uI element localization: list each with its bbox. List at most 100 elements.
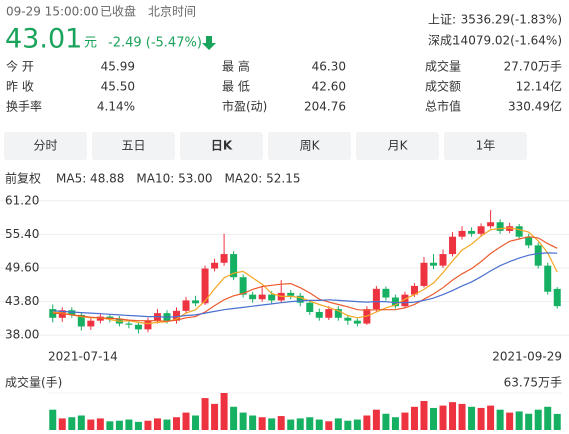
price: 43.01 bbox=[5, 24, 82, 55]
volume-bar bbox=[534, 409, 542, 430]
volume-bar bbox=[49, 409, 57, 430]
candle-body bbox=[77, 314, 85, 327]
volume-bar bbox=[249, 415, 257, 430]
stat-label: 最 低 bbox=[222, 80, 250, 94]
candle-body bbox=[87, 320, 95, 327]
status: 已收盘 bbox=[100, 4, 136, 19]
volume-bar bbox=[173, 417, 180, 430]
volume-bar bbox=[439, 405, 447, 430]
tab-label[interactable]: 分时 bbox=[33, 139, 57, 153]
volume-bar bbox=[220, 393, 228, 430]
stat-label: 总市值 bbox=[425, 99, 461, 114]
tab-label[interactable]: 周K bbox=[300, 139, 321, 153]
stat-label: 市盈(动) bbox=[222, 99, 267, 114]
candle-body bbox=[515, 226, 523, 237]
volume-bar bbox=[306, 417, 314, 430]
stat-value: 4.14% bbox=[97, 100, 135, 114]
candle-body bbox=[201, 268, 209, 304]
tab-label[interactable]: 月K bbox=[388, 139, 409, 153]
candle-body bbox=[534, 245, 542, 266]
candle-body bbox=[249, 294, 257, 300]
candle-body bbox=[382, 288, 390, 298]
volume-bar bbox=[239, 412, 247, 430]
candle-body bbox=[192, 300, 200, 304]
tab-label[interactable]: 五日 bbox=[121, 139, 145, 153]
tab[interactable] bbox=[4, 132, 87, 160]
volume-bar bbox=[525, 413, 533, 430]
stat-label: 今 开 bbox=[6, 59, 34, 74]
volume-bar bbox=[287, 419, 295, 430]
ma-line bbox=[52, 227, 558, 325]
candle-body bbox=[372, 288, 380, 310]
index-value: 14079.02(-1.64%) bbox=[453, 34, 562, 48]
legend-entry: MA20: 52.15 bbox=[224, 172, 300, 186]
candle-body bbox=[182, 300, 190, 311]
volume-bar bbox=[68, 417, 76, 430]
volume-bar bbox=[468, 406, 476, 430]
volume-bar bbox=[296, 418, 304, 430]
tab[interactable] bbox=[268, 132, 351, 160]
candle-body bbox=[553, 288, 561, 307]
index-value: 3536.29(-1.83%) bbox=[461, 13, 562, 27]
time: 09-29 15:00:00 bbox=[6, 5, 99, 19]
volume-bar bbox=[353, 419, 361, 430]
tab-label[interactable]: 日K bbox=[211, 139, 233, 153]
y-tick-label: 61.20 bbox=[5, 193, 39, 207]
volume-bar bbox=[449, 402, 457, 430]
volume-bar bbox=[192, 415, 200, 430]
volume-bar bbox=[506, 412, 514, 430]
volume-bar bbox=[315, 419, 323, 430]
tab-label[interactable]: 1年 bbox=[476, 139, 496, 153]
volume-label: 成交量(手) bbox=[5, 375, 62, 390]
volume-bar bbox=[96, 418, 104, 430]
y-tick-label: 49.60 bbox=[5, 260, 39, 274]
volume-bar bbox=[363, 415, 371, 430]
index-label: 深成: bbox=[428, 34, 456, 48]
candle-body bbox=[144, 320, 152, 330]
candle-body bbox=[401, 294, 409, 307]
tab[interactable] bbox=[444, 132, 527, 160]
candle-body bbox=[458, 230, 466, 237]
volume-bar bbox=[391, 417, 399, 430]
volume-bar bbox=[268, 418, 276, 430]
candle-body bbox=[420, 262, 428, 286]
stat-value: 27.70万手 bbox=[504, 60, 562, 74]
volume-bar bbox=[372, 409, 380, 430]
candle-body bbox=[430, 262, 437, 266]
stat-value: 45.50 bbox=[101, 80, 135, 94]
stat-label: 换手率 bbox=[6, 99, 42, 114]
volume-bar bbox=[58, 418, 66, 430]
candle-body bbox=[49, 309, 57, 318]
tab[interactable] bbox=[180, 132, 263, 160]
candle-body bbox=[525, 236, 533, 246]
volume-bar bbox=[334, 418, 342, 430]
volume-bar bbox=[544, 406, 552, 430]
stat-value: 45.99 bbox=[101, 60, 135, 74]
tab[interactable] bbox=[356, 132, 439, 160]
stat-label: 最 高 bbox=[222, 59, 250, 74]
volume-bar bbox=[258, 417, 266, 430]
candle-body bbox=[230, 254, 238, 278]
volume-max-label: 63.75万手 bbox=[504, 376, 562, 390]
candle-body bbox=[96, 316, 104, 321]
volume-bar bbox=[201, 398, 209, 430]
tab[interactable] bbox=[92, 132, 175, 160]
y-tick-label: 38.00 bbox=[5, 328, 39, 342]
volume-bar bbox=[277, 416, 285, 430]
volume-bar bbox=[211, 403, 219, 430]
candle-body bbox=[496, 222, 504, 231]
candle-body bbox=[410, 285, 418, 295]
candle-body bbox=[325, 309, 333, 318]
volume-bar bbox=[144, 420, 152, 430]
volume-bar bbox=[477, 407, 485, 430]
candle-body bbox=[477, 226, 485, 234]
volume-bar bbox=[430, 407, 437, 430]
stat-label: 成交量 bbox=[425, 59, 461, 74]
candle-body bbox=[258, 294, 266, 300]
x-tick-label: 2021-09-29 bbox=[492, 350, 562, 364]
stat-label: 成交额 bbox=[425, 79, 461, 94]
volume-bar bbox=[487, 405, 495, 430]
stat-value: 12.14亿 bbox=[516, 79, 562, 94]
volume-bar bbox=[496, 409, 504, 430]
